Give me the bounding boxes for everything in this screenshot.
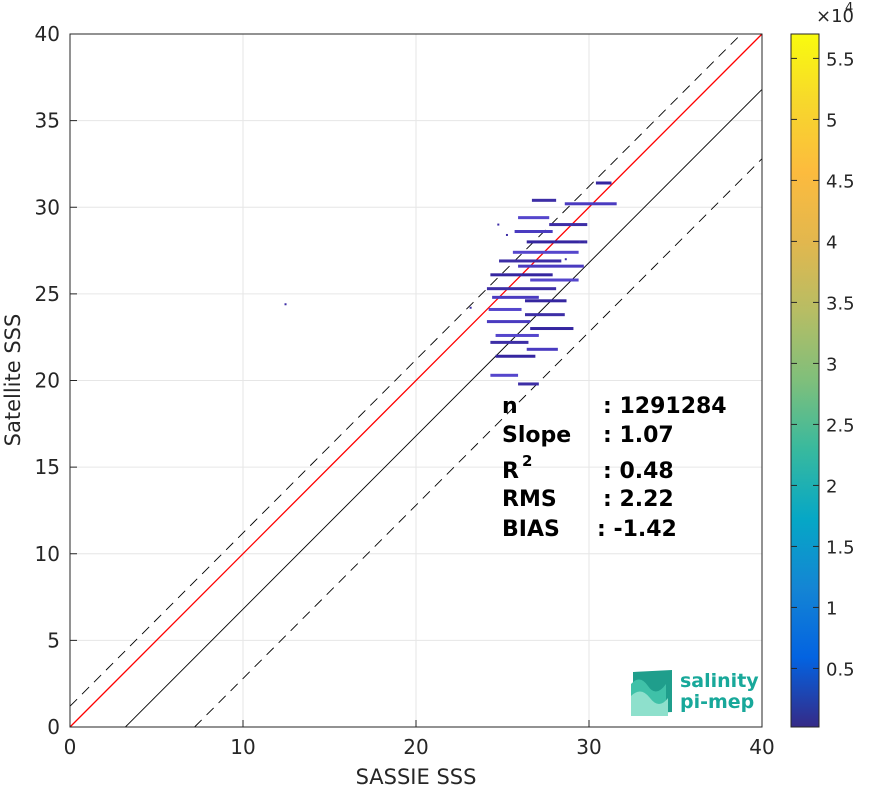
y-tick-label: 10 xyxy=(35,542,60,566)
y-tick-label: 5 xyxy=(47,628,60,652)
density-segment xyxy=(490,273,553,277)
salinity-pi-mep-logo: salinity pi-mep xyxy=(631,670,759,716)
x-axis-label: SASSIE SSS xyxy=(356,765,477,788)
density-segment xyxy=(512,250,579,254)
density-segment xyxy=(490,340,529,344)
y-tick-label: 35 xyxy=(35,109,60,133)
colorbar-tick-label: 0.5 xyxy=(826,659,855,680)
y-tick-label: 40 xyxy=(35,22,60,46)
density-segment xyxy=(486,287,557,291)
density-segment xyxy=(518,216,550,220)
colorbar-tick-label: 2 xyxy=(826,476,837,497)
stat-value: : -1.42 xyxy=(597,517,677,542)
density-segment xyxy=(514,230,553,234)
density-point xyxy=(497,223,500,226)
stat-label: Slope xyxy=(502,423,571,448)
stat-value: : 0.48 xyxy=(603,459,674,484)
y-axis-ticks: 0 5 10 15 20 25 30 35 40 xyxy=(35,22,77,739)
reference-lines xyxy=(69,33,763,728)
wave-logo-icon xyxy=(631,670,672,716)
density-segment xyxy=(549,223,588,227)
stat-label: BIAS xyxy=(502,517,560,542)
y-tick-label: 20 xyxy=(35,369,60,393)
y-tick-label: 25 xyxy=(35,282,60,306)
logo-text-pi-mep: pi-mep xyxy=(680,691,754,713)
density-point xyxy=(564,258,567,261)
colorbar-exponent-label: ×10 xyxy=(816,6,854,27)
stat-value: : 1291284 xyxy=(603,394,727,419)
density-segment xyxy=(488,307,522,311)
colorbar-tick-label: 3 xyxy=(826,354,837,375)
stat-value: : 2.22 xyxy=(603,487,674,512)
lower-bound-line xyxy=(194,158,763,728)
density-point xyxy=(583,240,586,243)
y-tick-label: 0 xyxy=(47,715,60,739)
colorbar-tick-label: 1.5 xyxy=(826,537,855,558)
colorbar-tick-label: 5 xyxy=(826,110,837,131)
x-tick-label: 0 xyxy=(64,735,77,759)
density-points xyxy=(284,181,617,386)
density-segment xyxy=(524,313,565,317)
density-segment xyxy=(499,259,562,263)
colorbar-tick-label: 3.5 xyxy=(826,293,855,314)
x-tick-label: 20 xyxy=(403,735,428,759)
density-segment xyxy=(530,278,579,282)
density-segment xyxy=(490,373,519,377)
x-tick-label: 30 xyxy=(576,735,601,759)
density-segment xyxy=(495,354,536,358)
colorbar-tick-label: 2.5 xyxy=(826,415,855,436)
colorbar-ticks: 0.5 1 1.5 2 2.5 3 3.5 4 4.5 5 5.5 xyxy=(791,49,855,680)
density-segment xyxy=(526,240,588,244)
y-tick-label: 30 xyxy=(35,195,60,219)
colorbar xyxy=(790,33,820,728)
colorbar-tick-label: 4.5 xyxy=(826,171,855,192)
stat-label-superscript: 2 xyxy=(522,452,532,470)
colorbar-tick-label: 1 xyxy=(826,598,837,619)
colorbar-tick-label: 4 xyxy=(826,232,837,253)
x-tick-label: 40 xyxy=(749,735,774,759)
density-segment xyxy=(518,264,584,268)
density-segment xyxy=(526,347,558,351)
density-segment xyxy=(595,181,612,185)
y-tick-label: 15 xyxy=(35,455,60,479)
grid-lines xyxy=(70,34,762,727)
density-segment xyxy=(530,327,574,331)
x-axis-ticks: 0 10 20 30 40 xyxy=(64,720,775,759)
density-segment xyxy=(564,202,617,206)
density-segment xyxy=(492,295,539,299)
upper-bound-line xyxy=(69,33,742,707)
identity-line xyxy=(69,33,763,728)
density-segment xyxy=(531,198,557,202)
logo-text-salinity: salinity xyxy=(680,670,759,692)
stat-value: : 1.07 xyxy=(603,423,674,448)
density-point xyxy=(578,240,581,243)
colorbar-tick-label: 5.5 xyxy=(826,49,855,70)
density-segment xyxy=(495,333,539,337)
density-point xyxy=(284,303,287,306)
statistics-box: n : 1291284 Slope : 1.07 R 2 : 0.48 RMS : 2.22 BI… xyxy=(502,394,727,542)
stat-label: R xyxy=(502,459,519,484)
density-segment xyxy=(524,299,567,303)
density-segment xyxy=(518,382,539,386)
y-axis-label: Satellite SSS xyxy=(1,314,25,447)
stat-label: n xyxy=(502,394,518,419)
density-segment xyxy=(486,320,531,324)
colorbar-exponent-power: 4 xyxy=(845,1,853,16)
stat-label: RMS xyxy=(502,487,557,512)
density-point xyxy=(505,233,508,236)
density-point xyxy=(469,306,472,309)
x-tick-label: 10 xyxy=(230,735,255,759)
bias-line xyxy=(125,89,763,728)
